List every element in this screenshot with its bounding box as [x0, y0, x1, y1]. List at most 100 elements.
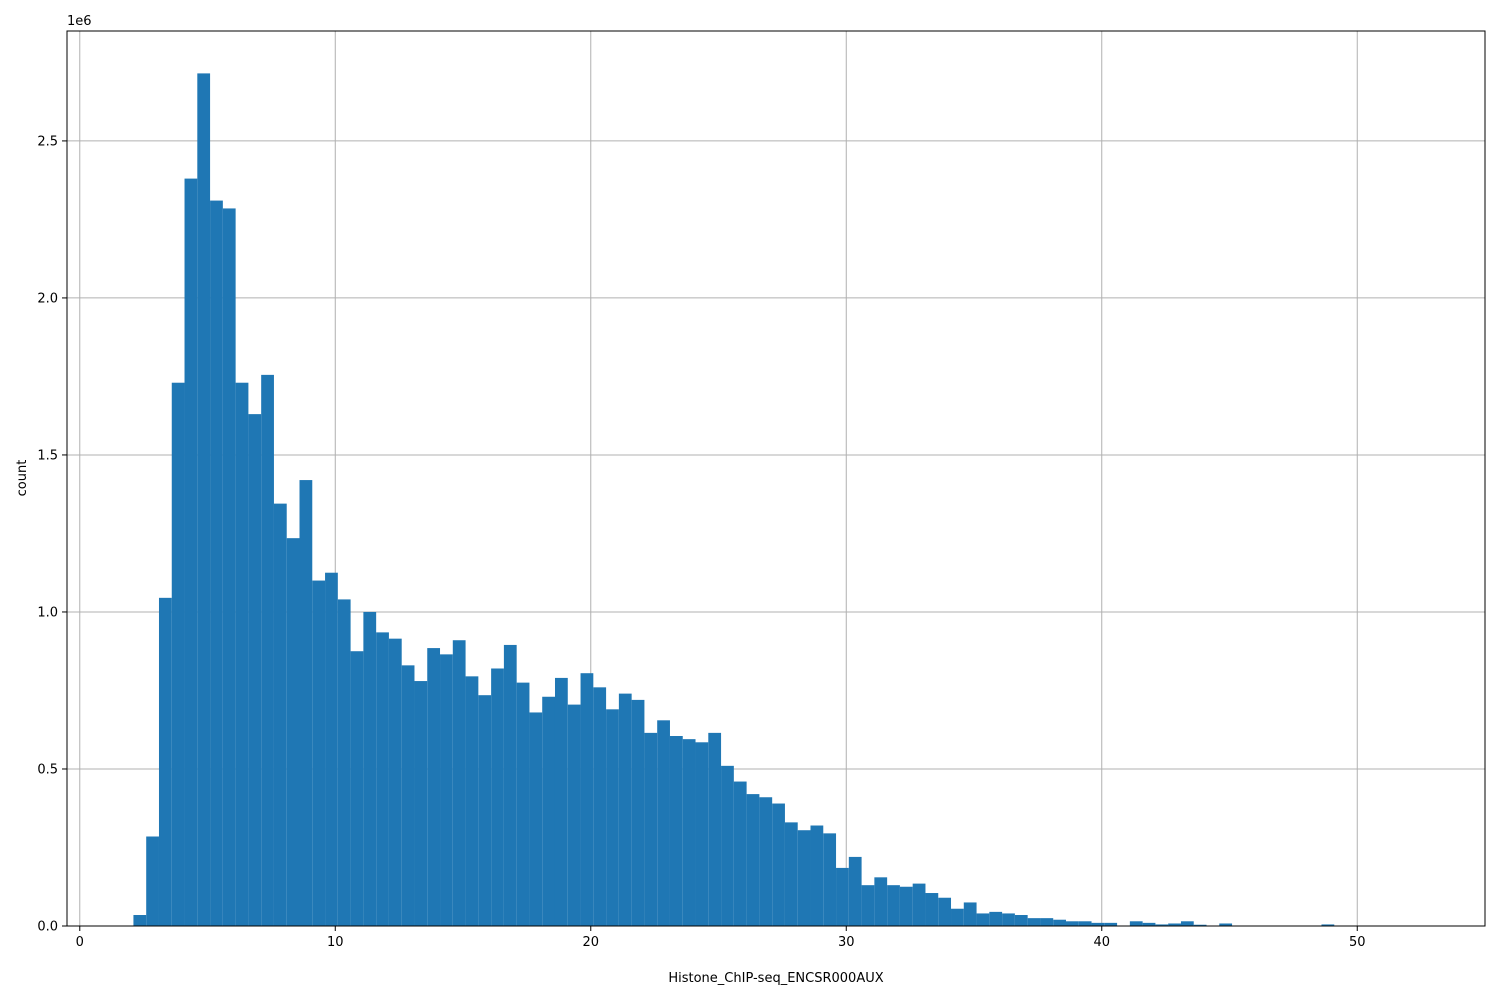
- histogram-bar-9: [248, 414, 262, 926]
- histogram-bar-20: [388, 638, 402, 926]
- histogram-bar-3: [171, 382, 185, 926]
- histogram-bar-38: [618, 693, 632, 926]
- histogram-bar-82: [1180, 921, 1194, 926]
- histogram-bar-71: [1040, 918, 1054, 926]
- histogram-bar-70: [1027, 918, 1041, 926]
- histogram-bar-8: [235, 382, 249, 926]
- histogram-bar-75: [1091, 922, 1105, 926]
- histogram-bar-24: [440, 654, 453, 926]
- plot-frame: [66, 30, 1486, 927]
- histogram-bar-42: [669, 736, 683, 926]
- histogram-bar-53: [810, 825, 824, 926]
- histogram-bar-78: [1129, 921, 1143, 926]
- y-tick-label-5: 2.5: [37, 134, 58, 149]
- histogram-bar-41: [657, 720, 670, 926]
- histogram-bar-37: [606, 709, 619, 926]
- histogram-bar-58: [874, 877, 888, 926]
- histogram-bar-35: [580, 673, 594, 926]
- histogram-bar-7: [222, 208, 236, 927]
- histogram-bar-68: [1002, 913, 1015, 926]
- x-axis-ticks: 0 10 20 30 40 50: [76, 926, 1366, 950]
- x-tick-label-2: 20: [582, 935, 599, 950]
- histogram-bar-44: [695, 742, 709, 926]
- histogram-bar-22: [414, 681, 428, 926]
- x-tick-label-3: 30: [838, 935, 855, 950]
- histogram-bar-56: [848, 856, 862, 926]
- histogram-bar-14: [312, 580, 326, 926]
- histogram-bar-12: [286, 538, 300, 926]
- histogram-bar-63: [938, 897, 952, 926]
- histogram-bar-34: [567, 704, 581, 926]
- histogram-bar-21: [401, 665, 415, 926]
- histogram-bar-16: [337, 599, 351, 926]
- histogram-bar-93: [1321, 924, 1335, 926]
- x-tick-label-0: 0: [76, 935, 84, 950]
- y-offset-label: 1e6: [67, 14, 92, 29]
- histogram-bar-4: [184, 178, 198, 926]
- histogram-bar-13: [299, 480, 313, 926]
- histogram-bar-52: [797, 830, 811, 926]
- histogram-bar-65: [963, 902, 977, 926]
- histogram-bar-55: [836, 867, 849, 926]
- histogram-bar-57: [861, 885, 875, 926]
- histogram-bar-59: [887, 885, 900, 926]
- x-axis-label: Histone_ChIP-seq_ENCSR000AUX: [668, 971, 883, 986]
- histogram-bar-30: [516, 682, 530, 926]
- histogram-bar-49: [759, 797, 773, 926]
- histogram-bar-15: [325, 572, 338, 926]
- histogram-bar-45: [708, 732, 722, 926]
- histogram-bar-79: [1142, 922, 1156, 926]
- histogram-bar-85: [1219, 923, 1233, 926]
- histogram-bar-40: [644, 732, 658, 926]
- y-tick-label-4: 2.0: [37, 291, 58, 306]
- histogram-bar-23: [427, 648, 441, 926]
- y-axis-label: count: [15, 460, 30, 497]
- y-axis-ticks: 0.0 0.5 1.0 1.5 2.0 2.5: [37, 134, 67, 935]
- x-tick-label-5: 50: [1349, 935, 1366, 950]
- histogram-bar-81: [1168, 923, 1181, 926]
- y-tick-label-0: 0.0: [37, 920, 58, 935]
- histogram-bar-46: [721, 765, 734, 926]
- histogram-bar-50: [772, 803, 785, 926]
- histogram-bar-2: [158, 597, 172, 926]
- histogram-bar-43: [682, 739, 696, 926]
- histogram-bar-10: [261, 374, 274, 926]
- histogram-bar-18: [363, 611, 377, 926]
- histogram-bar-27: [478, 695, 492, 926]
- histogram-bar-74: [1078, 921, 1092, 926]
- y-tick-label-2: 1.0: [37, 605, 58, 620]
- histogram-bar-83: [1193, 924, 1207, 926]
- histogram-bar-28: [491, 668, 504, 926]
- histogram-bar-64: [951, 908, 964, 926]
- histogram-bar-47: [733, 781, 747, 926]
- y-tick-label-3: 1.5: [37, 448, 58, 463]
- histogram-bar-48: [746, 794, 760, 926]
- histogram-bar-29: [503, 644, 517, 926]
- histogram-bar-51: [784, 822, 798, 926]
- histogram-bar-54: [823, 833, 837, 926]
- histogram-bar-25: [452, 640, 466, 926]
- y-tick-label-1: 0.5: [37, 762, 58, 777]
- histogram-bar-5: [197, 73, 211, 927]
- histogram-bar-61: [912, 883, 926, 926]
- histogram-bar-33: [554, 677, 568, 926]
- histogram-bars: [133, 73, 1424, 927]
- histogram-bar-32: [542, 696, 555, 926]
- histogram-bar-36: [593, 687, 607, 926]
- histogram-bar-26: [465, 676, 479, 926]
- x-tick-label-1: 10: [327, 935, 344, 950]
- histogram-bar-62: [925, 893, 939, 926]
- histogram-bar-1: [146, 836, 159, 926]
- histogram-bar-69: [1014, 915, 1028, 926]
- x-tick-label-4: 40: [1093, 935, 1110, 950]
- histogram-bar-11: [273, 503, 287, 926]
- histogram-bar-39: [631, 699, 645, 926]
- histogram-bar-76: [1104, 922, 1118, 926]
- histogram-bar-73: [1065, 921, 1079, 926]
- histogram-bar-0: [133, 915, 147, 926]
- histogram-bar-60: [899, 886, 913, 926]
- histogram-bar-72: [1053, 919, 1066, 926]
- histogram-bar-31: [529, 712, 543, 926]
- histogram-bar-80: [1155, 924, 1169, 926]
- histogram-bar-19: [376, 632, 389, 926]
